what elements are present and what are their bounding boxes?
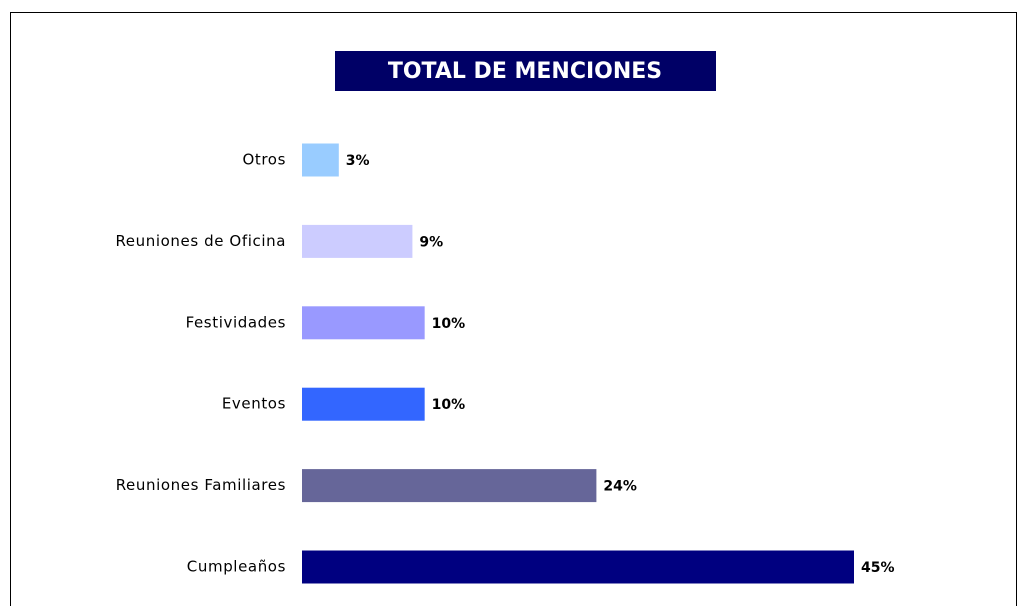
bar [302, 550, 854, 584]
chart-frame [10, 12, 1017, 606]
bar [302, 387, 425, 421]
title-box [335, 51, 716, 91]
bar [302, 224, 413, 258]
category-label: Eventos [222, 395, 286, 413]
bar [302, 143, 339, 177]
value-label: 45% [861, 560, 895, 576]
category-label: Reuniones de Oficina [115, 232, 286, 250]
category-label: Cumpleaños [187, 558, 286, 576]
bar [302, 306, 425, 340]
value-label: 3% [346, 153, 370, 169]
bar [302, 469, 597, 503]
chart-title: TOTAL DE MENCIONES [388, 59, 662, 84]
value-label: 10% [432, 397, 466, 413]
category-label: Reuniones Familiares [116, 476, 286, 494]
value-label: 9% [419, 234, 443, 250]
category-label: Festividades [186, 313, 286, 331]
value-label: 10% [432, 316, 466, 332]
category-label: Otros [242, 151, 286, 169]
value-label: 24% [603, 479, 637, 495]
